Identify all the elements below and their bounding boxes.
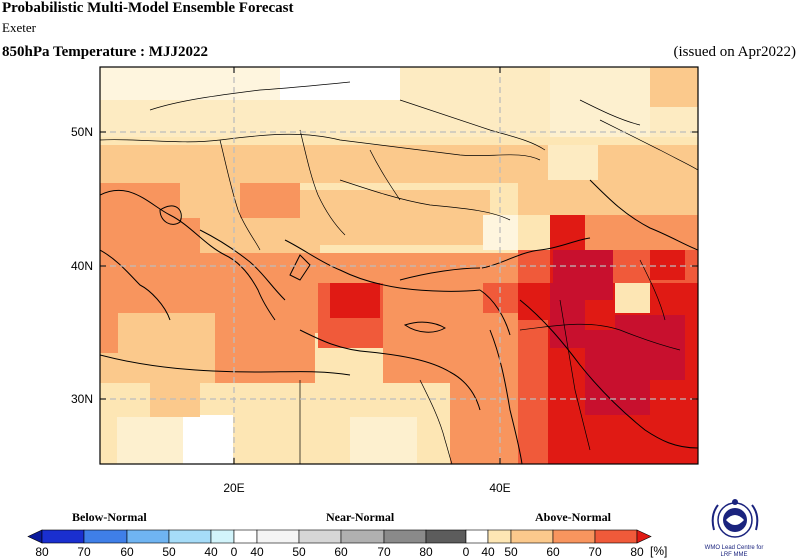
colorbar-segment: [465, 529, 489, 544]
colorbar-category-above: Above-Normal: [535, 510, 611, 524]
colorbar-segment: [83, 529, 128, 544]
colorbar-tick-label: 50: [504, 545, 518, 559]
colorbar-segment: [383, 529, 427, 544]
colorbar-tick-label: 0: [230, 545, 238, 559]
colorbar-segment: [487, 529, 512, 544]
coastlines: [100, 179, 698, 464]
colorbar-tick-label: 40: [250, 545, 264, 559]
colorbar-tick-label: 40: [481, 545, 495, 559]
colorbar-segment: [41, 529, 85, 544]
colorbar-segment: [594, 529, 638, 544]
chart-title: Probabilistic Multi-Model Ensemble Forec…: [2, 0, 294, 16]
map-ticks: [100, 67, 698, 464]
colorbar-tick-label: 70: [377, 545, 391, 559]
colorbar-tick-label: 60: [546, 545, 560, 559]
colorbar-tick-label: 70: [588, 545, 602, 559]
wmo-logo-line2: LRF MME: [720, 552, 748, 558]
issued-date: (issued on Apr2022): [673, 44, 797, 60]
wmo-emblem-icon: [711, 499, 759, 538]
colorbar-arrow-left: [27, 529, 43, 544]
lat-label-40n: 40N: [71, 259, 93, 273]
colorbar-segment: [298, 529, 342, 544]
colorbar-segment: [510, 529, 554, 544]
colorbar-category-near: Near-Normal: [326, 510, 395, 524]
lon-label-40e: 40E: [489, 481, 510, 495]
lat-label-30n: 30N: [71, 392, 93, 406]
lat-label-50n: 50N: [71, 125, 93, 139]
colorbar-category-below: Below-Normal: [72, 510, 147, 524]
colorbar-segment: [233, 529, 258, 544]
probability-field: [100, 67, 698, 464]
colorbar-segment: [552, 529, 596, 544]
colorbar-segment: [126, 529, 170, 544]
colorbar-tick-label: 60: [120, 545, 134, 559]
wmo-logo-text: WMO Lead Centre for LRF MME: [692, 545, 776, 559]
colorbar-tick-label: 60: [334, 545, 348, 559]
forecast-center: Exeter: [2, 20, 36, 35]
colorbar-tick-label: 80: [419, 545, 433, 559]
colorbar-segment: [256, 529, 300, 544]
wmo-logo: [700, 495, 770, 560]
colorbar-tick-label: 40: [204, 545, 218, 559]
colorbar-segment: [210, 529, 235, 544]
colorbar: [27, 529, 652, 544]
colorbar-tick-label: 80: [35, 545, 49, 559]
lon-label-20e: 20E: [223, 481, 244, 495]
map-gridlines: [100, 67, 698, 464]
colorbar-arrow-right: [636, 529, 652, 544]
colorbar-tick-label: 50: [162, 545, 176, 559]
colorbar-segment: [340, 529, 385, 544]
colorbar-unit: [%]: [650, 544, 668, 558]
colorbar-tick-label: 50: [292, 545, 306, 559]
colorbar-segment: [425, 529, 467, 544]
colorbar-tick-label: 0: [462, 545, 470, 559]
colorbar-tick-label: 70: [77, 545, 91, 559]
colorbar-segment: [168, 529, 212, 544]
colorbar-tick-label: 80: [630, 545, 644, 559]
variable-season: 850hPa Temperature : MJJ2022: [2, 44, 208, 60]
wmo-logo-line1: WMO Lead Centre for: [704, 545, 764, 551]
